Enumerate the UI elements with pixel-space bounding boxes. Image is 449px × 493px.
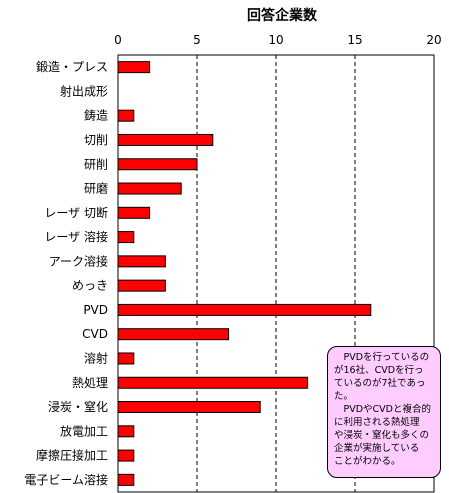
bar: [117, 133, 214, 146]
y-category-label: レーザ 溶接: [44, 229, 108, 244]
y-category-label: 溶射: [84, 350, 108, 365]
y-category-label: 研削: [84, 157, 108, 171]
bars: [117, 61, 372, 486]
bar: [117, 352, 135, 365]
x-tick-label: 15: [347, 33, 362, 47]
bar: [117, 231, 135, 244]
bar: [117, 61, 151, 74]
y-category-label: 放電加工: [60, 423, 108, 438]
bar: [117, 303, 372, 316]
bar: [117, 158, 198, 171]
y-category-label: アーク溶接: [49, 253, 108, 268]
y-category-label: 鍛造・プレス: [36, 60, 108, 74]
x-tick-label: 10: [268, 33, 283, 47]
y-category-label: めっき: [72, 279, 108, 293]
bar: [117, 328, 230, 341]
plot-area-frame: [117, 54, 435, 493]
y-category-label: CVD: [82, 327, 108, 341]
bar: [117, 206, 151, 219]
y-category-label: 浸炭・窒化: [48, 399, 108, 414]
x-axis-ticks: 0 5 10 15 20: [114, 33, 441, 47]
annotation-callout: PVDを行っているの が16社、CVDを行っ ているのが7社であっ た。 PVD…: [327, 346, 441, 478]
y-category-label: 摩擦圧接加工: [36, 448, 108, 463]
x-tick-label: 0: [114, 33, 122, 47]
y-category-label: 射出成形: [60, 83, 108, 98]
bar: [117, 376, 309, 389]
x-tick-label: 20: [426, 33, 441, 47]
y-category-label: 熱処理: [72, 376, 108, 390]
x-tick-label: 5: [193, 33, 201, 47]
bar: [117, 473, 135, 486]
bar: [117, 279, 166, 292]
y-category-label: PVD: [83, 303, 108, 317]
y-category-label: 研磨: [84, 182, 108, 196]
bar: [117, 109, 135, 122]
bar: [117, 425, 135, 438]
bar: [117, 401, 261, 414]
bar: [117, 255, 166, 268]
y-category-label: 鋳造: [84, 109, 108, 123]
y-category-label: レーザ 切断: [44, 205, 108, 220]
chart-title: 回答企業数: [247, 7, 318, 24]
bar: [117, 449, 135, 462]
y-category-label: 切削: [84, 133, 108, 147]
bar: [117, 182, 182, 195]
y-category-label: 電子ビーム溶接: [24, 472, 108, 487]
